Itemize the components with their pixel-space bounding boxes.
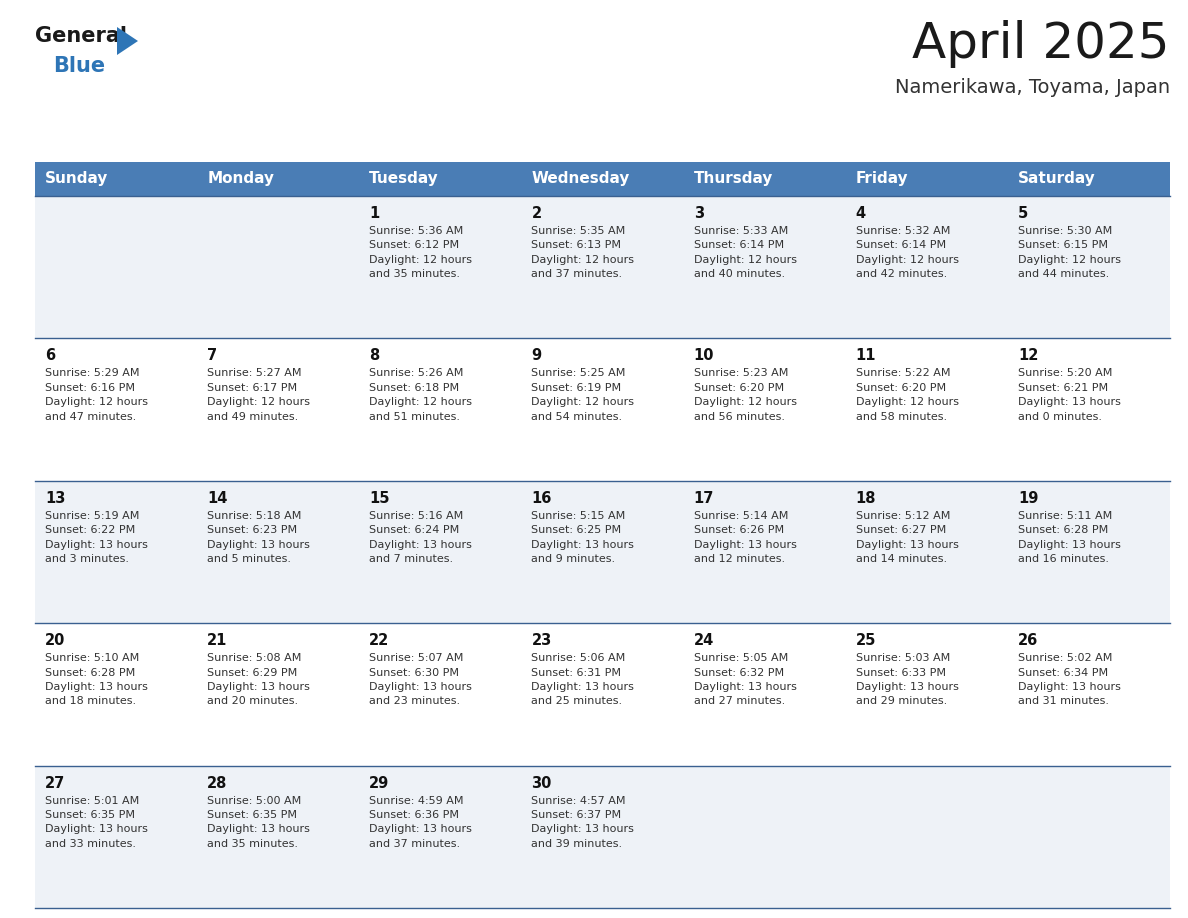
Text: 12: 12 bbox=[1018, 349, 1038, 364]
Text: 10: 10 bbox=[694, 349, 714, 364]
Text: Sunrise: 5:32 AM
Sunset: 6:14 PM
Daylight: 12 hours
and 42 minutes.: Sunrise: 5:32 AM Sunset: 6:14 PM Dayligh… bbox=[855, 226, 959, 279]
Text: Sunrise: 5:23 AM
Sunset: 6:20 PM
Daylight: 12 hours
and 56 minutes.: Sunrise: 5:23 AM Sunset: 6:20 PM Dayligh… bbox=[694, 368, 797, 421]
Text: Sunrise: 5:25 AM
Sunset: 6:19 PM
Daylight: 12 hours
and 54 minutes.: Sunrise: 5:25 AM Sunset: 6:19 PM Dayligh… bbox=[531, 368, 634, 421]
Text: 24: 24 bbox=[694, 633, 714, 648]
Text: Sunrise: 5:02 AM
Sunset: 6:34 PM
Daylight: 13 hours
and 31 minutes.: Sunrise: 5:02 AM Sunset: 6:34 PM Dayligh… bbox=[1018, 654, 1120, 706]
Text: 18: 18 bbox=[855, 491, 877, 506]
Text: Sunrise: 4:59 AM
Sunset: 6:36 PM
Daylight: 13 hours
and 37 minutes.: Sunrise: 4:59 AM Sunset: 6:36 PM Dayligh… bbox=[369, 796, 472, 849]
Bar bbox=[34, 196, 1170, 339]
Text: 17: 17 bbox=[694, 491, 714, 506]
Text: Sunrise: 5:26 AM
Sunset: 6:18 PM
Daylight: 12 hours
and 51 minutes.: Sunrise: 5:26 AM Sunset: 6:18 PM Dayligh… bbox=[369, 368, 473, 421]
Text: 25: 25 bbox=[855, 633, 876, 648]
Text: 19: 19 bbox=[1018, 491, 1038, 506]
Text: Sunrise: 5:30 AM
Sunset: 6:15 PM
Daylight: 12 hours
and 44 minutes.: Sunrise: 5:30 AM Sunset: 6:15 PM Dayligh… bbox=[1018, 226, 1120, 279]
Text: 4: 4 bbox=[855, 206, 866, 221]
Text: 9: 9 bbox=[531, 349, 542, 364]
Bar bbox=[34, 339, 1170, 481]
Text: General: General bbox=[34, 26, 127, 46]
Text: Saturday: Saturday bbox=[1018, 172, 1095, 186]
Text: Friday: Friday bbox=[855, 172, 909, 186]
Text: 8: 8 bbox=[369, 349, 379, 364]
Text: April 2025: April 2025 bbox=[912, 20, 1170, 68]
Text: 15: 15 bbox=[369, 491, 390, 506]
Text: Monday: Monday bbox=[207, 172, 274, 186]
Text: Sunrise: 5:20 AM
Sunset: 6:21 PM
Daylight: 13 hours
and 0 minutes.: Sunrise: 5:20 AM Sunset: 6:21 PM Dayligh… bbox=[1018, 368, 1120, 421]
Text: 26: 26 bbox=[1018, 633, 1038, 648]
Text: Tuesday: Tuesday bbox=[369, 172, 440, 186]
Text: Sunrise: 4:57 AM
Sunset: 6:37 PM
Daylight: 13 hours
and 39 minutes.: Sunrise: 4:57 AM Sunset: 6:37 PM Dayligh… bbox=[531, 796, 634, 849]
Text: 30: 30 bbox=[531, 776, 551, 790]
Text: 20: 20 bbox=[45, 633, 65, 648]
Text: 27: 27 bbox=[45, 776, 65, 790]
Bar bbox=[34, 766, 1170, 908]
Text: Sunday: Sunday bbox=[45, 172, 108, 186]
Text: Sunrise: 5:11 AM
Sunset: 6:28 PM
Daylight: 13 hours
and 16 minutes.: Sunrise: 5:11 AM Sunset: 6:28 PM Dayligh… bbox=[1018, 510, 1120, 564]
Text: Wednesday: Wednesday bbox=[531, 172, 630, 186]
Text: 22: 22 bbox=[369, 633, 390, 648]
Text: 21: 21 bbox=[207, 633, 228, 648]
Text: 23: 23 bbox=[531, 633, 551, 648]
Text: Sunrise: 5:16 AM
Sunset: 6:24 PM
Daylight: 13 hours
and 7 minutes.: Sunrise: 5:16 AM Sunset: 6:24 PM Dayligh… bbox=[369, 510, 472, 564]
Bar bbox=[34, 623, 1170, 766]
Text: Sunrise: 5:01 AM
Sunset: 6:35 PM
Daylight: 13 hours
and 33 minutes.: Sunrise: 5:01 AM Sunset: 6:35 PM Dayligh… bbox=[45, 796, 147, 849]
Bar bbox=[34, 162, 1170, 196]
Text: Sunrise: 5:15 AM
Sunset: 6:25 PM
Daylight: 13 hours
and 9 minutes.: Sunrise: 5:15 AM Sunset: 6:25 PM Dayligh… bbox=[531, 510, 634, 564]
Text: Sunrise: 5:12 AM
Sunset: 6:27 PM
Daylight: 13 hours
and 14 minutes.: Sunrise: 5:12 AM Sunset: 6:27 PM Dayligh… bbox=[855, 510, 959, 564]
Text: 28: 28 bbox=[207, 776, 228, 790]
Text: Sunrise: 5:07 AM
Sunset: 6:30 PM
Daylight: 13 hours
and 23 minutes.: Sunrise: 5:07 AM Sunset: 6:30 PM Dayligh… bbox=[369, 654, 472, 706]
Text: Sunrise: 5:14 AM
Sunset: 6:26 PM
Daylight: 13 hours
and 12 minutes.: Sunrise: 5:14 AM Sunset: 6:26 PM Dayligh… bbox=[694, 510, 796, 564]
Text: 13: 13 bbox=[45, 491, 65, 506]
Text: Sunrise: 5:22 AM
Sunset: 6:20 PM
Daylight: 12 hours
and 58 minutes.: Sunrise: 5:22 AM Sunset: 6:20 PM Dayligh… bbox=[855, 368, 959, 421]
Text: 14: 14 bbox=[207, 491, 228, 506]
Text: 1: 1 bbox=[369, 206, 379, 221]
Text: Sunrise: 5:10 AM
Sunset: 6:28 PM
Daylight: 13 hours
and 18 minutes.: Sunrise: 5:10 AM Sunset: 6:28 PM Dayligh… bbox=[45, 654, 147, 706]
Text: 29: 29 bbox=[369, 776, 390, 790]
Text: 3: 3 bbox=[694, 206, 703, 221]
Text: Namerikawa, Toyama, Japan: Namerikawa, Toyama, Japan bbox=[895, 78, 1170, 97]
Text: Sunrise: 5:05 AM
Sunset: 6:32 PM
Daylight: 13 hours
and 27 minutes.: Sunrise: 5:05 AM Sunset: 6:32 PM Dayligh… bbox=[694, 654, 796, 706]
Text: Sunrise: 5:27 AM
Sunset: 6:17 PM
Daylight: 12 hours
and 49 minutes.: Sunrise: 5:27 AM Sunset: 6:17 PM Dayligh… bbox=[207, 368, 310, 421]
Text: Sunrise: 5:06 AM
Sunset: 6:31 PM
Daylight: 13 hours
and 25 minutes.: Sunrise: 5:06 AM Sunset: 6:31 PM Dayligh… bbox=[531, 654, 634, 706]
Text: 6: 6 bbox=[45, 349, 55, 364]
Text: 5: 5 bbox=[1018, 206, 1028, 221]
Bar bbox=[34, 481, 1170, 623]
Text: Blue: Blue bbox=[53, 56, 105, 76]
Text: 11: 11 bbox=[855, 349, 877, 364]
Text: Sunrise: 5:08 AM
Sunset: 6:29 PM
Daylight: 13 hours
and 20 minutes.: Sunrise: 5:08 AM Sunset: 6:29 PM Dayligh… bbox=[207, 654, 310, 706]
Text: Sunrise: 5:19 AM
Sunset: 6:22 PM
Daylight: 13 hours
and 3 minutes.: Sunrise: 5:19 AM Sunset: 6:22 PM Dayligh… bbox=[45, 510, 147, 564]
Text: Sunrise: 5:35 AM
Sunset: 6:13 PM
Daylight: 12 hours
and 37 minutes.: Sunrise: 5:35 AM Sunset: 6:13 PM Dayligh… bbox=[531, 226, 634, 279]
Text: Sunrise: 5:36 AM
Sunset: 6:12 PM
Daylight: 12 hours
and 35 minutes.: Sunrise: 5:36 AM Sunset: 6:12 PM Dayligh… bbox=[369, 226, 473, 279]
Polygon shape bbox=[116, 27, 138, 55]
Text: 7: 7 bbox=[207, 349, 217, 364]
Text: Thursday: Thursday bbox=[694, 172, 773, 186]
Text: 2: 2 bbox=[531, 206, 542, 221]
Text: Sunrise: 5:33 AM
Sunset: 6:14 PM
Daylight: 12 hours
and 40 minutes.: Sunrise: 5:33 AM Sunset: 6:14 PM Dayligh… bbox=[694, 226, 797, 279]
Text: Sunrise: 5:29 AM
Sunset: 6:16 PM
Daylight: 12 hours
and 47 minutes.: Sunrise: 5:29 AM Sunset: 6:16 PM Dayligh… bbox=[45, 368, 148, 421]
Text: 16: 16 bbox=[531, 491, 551, 506]
Text: Sunrise: 5:03 AM
Sunset: 6:33 PM
Daylight: 13 hours
and 29 minutes.: Sunrise: 5:03 AM Sunset: 6:33 PM Dayligh… bbox=[855, 654, 959, 706]
Text: Sunrise: 5:00 AM
Sunset: 6:35 PM
Daylight: 13 hours
and 35 minutes.: Sunrise: 5:00 AM Sunset: 6:35 PM Dayligh… bbox=[207, 796, 310, 849]
Text: Sunrise: 5:18 AM
Sunset: 6:23 PM
Daylight: 13 hours
and 5 minutes.: Sunrise: 5:18 AM Sunset: 6:23 PM Dayligh… bbox=[207, 510, 310, 564]
